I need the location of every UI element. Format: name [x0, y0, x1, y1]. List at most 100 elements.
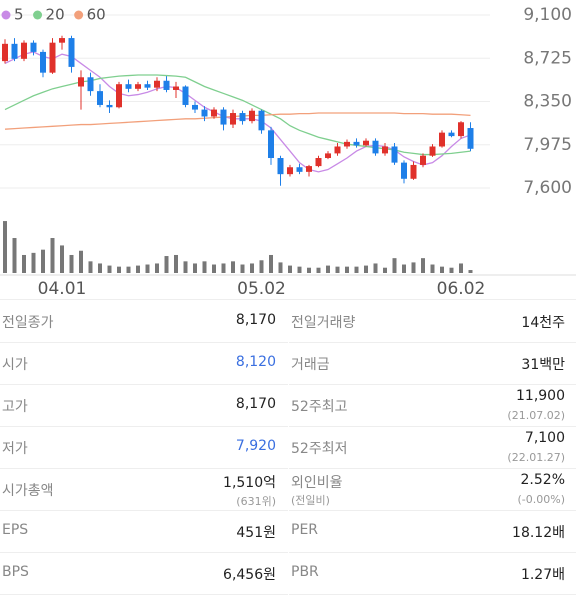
candle-body: [429, 146, 436, 156]
candle-body: [315, 158, 322, 167]
stat-value: 1,510억: [223, 475, 276, 491]
volume-bar: [316, 267, 321, 273]
candle-body: [78, 77, 84, 87]
stat-row: 고가 8,170: [0, 384, 288, 427]
volume-bar: [250, 263, 254, 273]
volume-bar: [278, 262, 283, 273]
candle-body: [30, 42, 37, 52]
candle-body: [192, 104, 198, 110]
candle-body: [154, 80, 160, 88]
y-tick-label: 8,350: [523, 92, 572, 112]
candle-body: [363, 140, 369, 146]
stat-value: 1.27배: [520, 567, 565, 583]
volume-bar: [345, 266, 349, 273]
volume-bar: [411, 262, 416, 273]
candle-body: [239, 113, 246, 122]
candle-body: [458, 122, 464, 137]
candle-body: [163, 80, 170, 90]
stat-value: 451원: [236, 525, 276, 541]
candle-body: [325, 153, 331, 159]
legend-dot: [74, 10, 84, 20]
stat-label: PER: [291, 522, 319, 538]
volume-bar: [326, 265, 330, 273]
candle-body: [182, 86, 189, 105]
legend-label: 20: [46, 6, 65, 24]
volume-bar: [449, 267, 454, 273]
volume-bar: [288, 265, 292, 273]
volume-bar: [231, 261, 235, 273]
stat-value: 2.52%: [520, 472, 565, 488]
volume-bar: [136, 265, 140, 273]
legend-dot: [33, 10, 43, 20]
x-tick-label: 06.02: [437, 279, 486, 299]
x-tick-label: 04.01: [38, 279, 87, 299]
volume-bar: [383, 267, 387, 273]
y-tick-label: 7,600: [523, 178, 572, 198]
volume-bar: [468, 270, 473, 273]
stat-row: 52주최저 7,100 (22.01.27): [289, 426, 576, 469]
volume-bar: [41, 249, 45, 273]
volume-bar: [221, 263, 226, 273]
volume-bar: [12, 238, 17, 273]
candle-body: [439, 132, 445, 147]
stat-label: BPS: [2, 564, 29, 580]
candle-body: [201, 109, 208, 117]
volume-bar: [240, 264, 245, 273]
stat-value-sub: (-0.00%): [517, 493, 566, 506]
stat-row: 거래금 31백만: [289, 342, 576, 385]
volume-bar: [193, 263, 197, 273]
volume-bar: [107, 265, 112, 273]
stat-row: 전일종가 8,170: [0, 300, 288, 343]
stat-row: EPS 451원: [0, 510, 288, 553]
stat-value-sub: (22.01.27): [507, 451, 565, 464]
volume-bar: [459, 263, 463, 273]
volume-bar: [155, 263, 159, 273]
y-tick-label: 8,725: [523, 48, 572, 68]
candle-body: [306, 166, 312, 172]
candle-body: [420, 155, 426, 165]
volume-bar: [117, 266, 121, 273]
stat-value: 7,920: [235, 438, 276, 454]
x-tick-label: 05.02: [237, 279, 286, 299]
volume-bar: [69, 254, 74, 273]
stat-row: 전일거래량 14천주: [289, 300, 576, 343]
stat-row: BPS 6,456원: [0, 552, 288, 595]
volume-bar: [183, 261, 188, 273]
candle-body: [97, 91, 103, 105]
stat-row: 외인비율 (전일비) 2.52% (-0.00%): [289, 468, 576, 511]
candle-body: [287, 167, 293, 175]
volume-bar: [98, 263, 102, 273]
ma-line: [4, 112, 471, 130]
candle-body: [334, 146, 341, 154]
stat-value-sub: (631위): [236, 495, 276, 508]
stat-label: 고가: [2, 399, 28, 415]
stat-label-sub: (전일비): [291, 494, 330, 507]
stat-row: 저가 7,920: [0, 426, 288, 469]
volume-bar: [259, 260, 264, 273]
volume-bar: [430, 264, 435, 273]
stat-label: 외인비율: [291, 475, 343, 491]
volume-bar: [79, 250, 83, 273]
volume-bar: [440, 266, 444, 273]
stats-table: 전일종가 8,170 시가 8,120 고가 8,170 저가 7,920 시가총액 1,510억…: [0, 300, 576, 595]
ma-line: [4, 74, 471, 156]
legend-label: 60: [87, 6, 106, 24]
candle-body: [116, 84, 122, 108]
candle-body: [467, 128, 474, 149]
stat-value: 8,120: [235, 354, 276, 370]
stat-row: 52주최고 11,900 (21.07.02): [289, 384, 576, 427]
volume-bar: [50, 238, 55, 273]
volume-bar: [212, 264, 216, 273]
volume-bar: [269, 254, 273, 273]
candle-body: [258, 110, 265, 131]
candle-body: [106, 104, 113, 108]
volume-bar: [3, 221, 7, 273]
stat-label: 거래금: [291, 357, 330, 373]
volume-bar: [164, 256, 169, 273]
candle-body: [40, 51, 46, 73]
ma-line: [4, 51, 471, 173]
candle-body: [59, 38, 65, 43]
candle-body: [353, 141, 360, 146]
stat-value: 31백만: [521, 357, 565, 373]
